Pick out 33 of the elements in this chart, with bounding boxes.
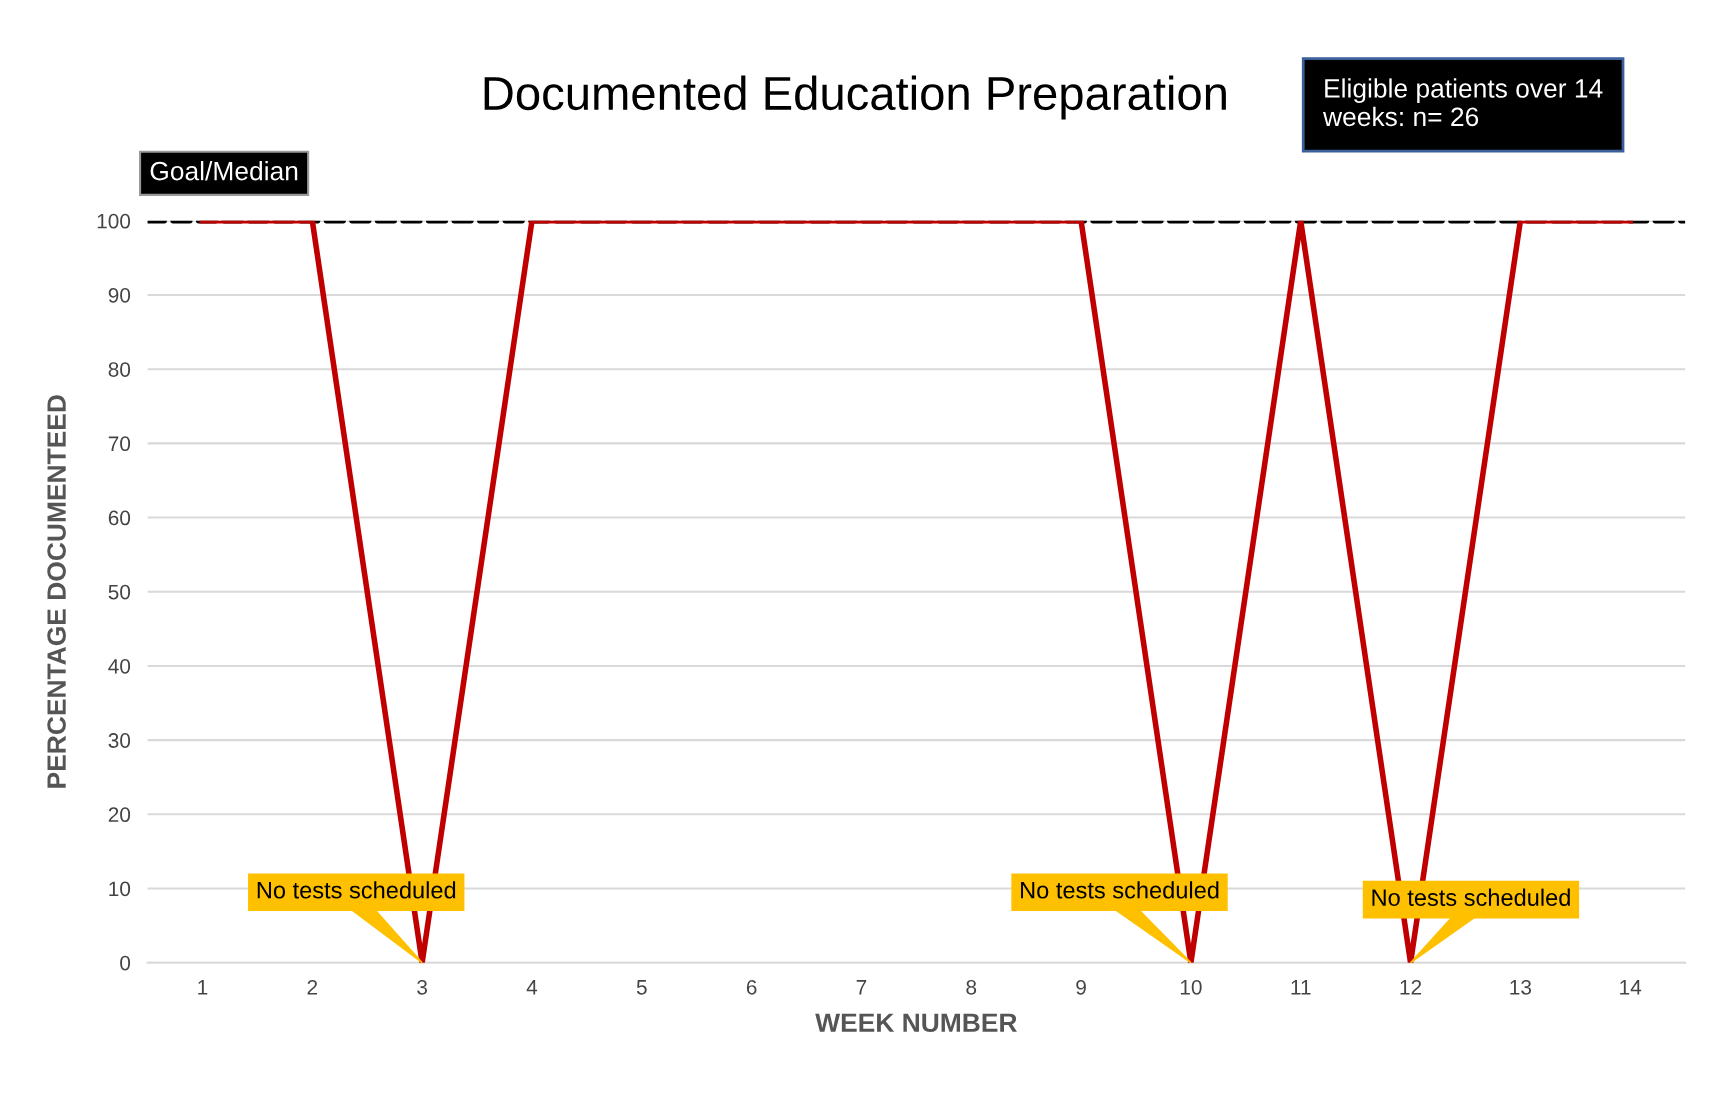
y-tick-label: 80 [108, 362, 131, 377]
y-tick-label: 60 [108, 510, 131, 526]
x-tick-label: 14 [1620, 980, 1642, 995]
y-axis-title: PERCENTAGE DOCUMENTEED [47, 395, 66, 788]
x-tick-label: 11 [1291, 980, 1311, 995]
x-tick-label: 7 [856, 980, 867, 995]
chart-title: Documented Education Preparation [484, 75, 1226, 120]
x-tick-label: 2 [307, 979, 318, 995]
x-tick-label: 10 [1180, 979, 1202, 995]
x-tick-label: 6 [746, 979, 757, 995]
y-tick-label: 10 [109, 881, 131, 897]
y-tick-label: 40 [108, 658, 131, 674]
x-tick-label: 1 [198, 980, 208, 995]
y-tick-label: 90 [108, 287, 131, 303]
y-tick-label: 70 [108, 436, 131, 452]
annotation: No tests scheduled [1021, 881, 1219, 899]
y-tick-label: 20 [108, 807, 131, 823]
text: Eligible patients over 14 weeks: n= 26 [1323, 78, 1603, 127]
x-axis-title: WEEK NUMBER [815, 1013, 1017, 1033]
annotation: No tests scheduled [1372, 888, 1570, 906]
x-tick-label: 13 [1510, 979, 1532, 995]
y-tick-label: 100 [97, 213, 131, 229]
y-tick-label: 30 [108, 733, 131, 748]
x-tick-label: 12 [1400, 979, 1422, 995]
x-tick-label: 4 [526, 980, 538, 995]
y-tick-label: 50 [108, 584, 131, 600]
ref-line-label: Goal/Median [150, 161, 298, 181]
y-tick-label: 0 [120, 955, 131, 971]
x-tick-label: 3 [417, 979, 428, 995]
x-tick-label: 5 [636, 980, 647, 995]
annotation: No tests scheduled [257, 881, 456, 899]
x-tick-label: 8 [966, 979, 977, 995]
x-tick-label: 9 [1076, 979, 1086, 995]
